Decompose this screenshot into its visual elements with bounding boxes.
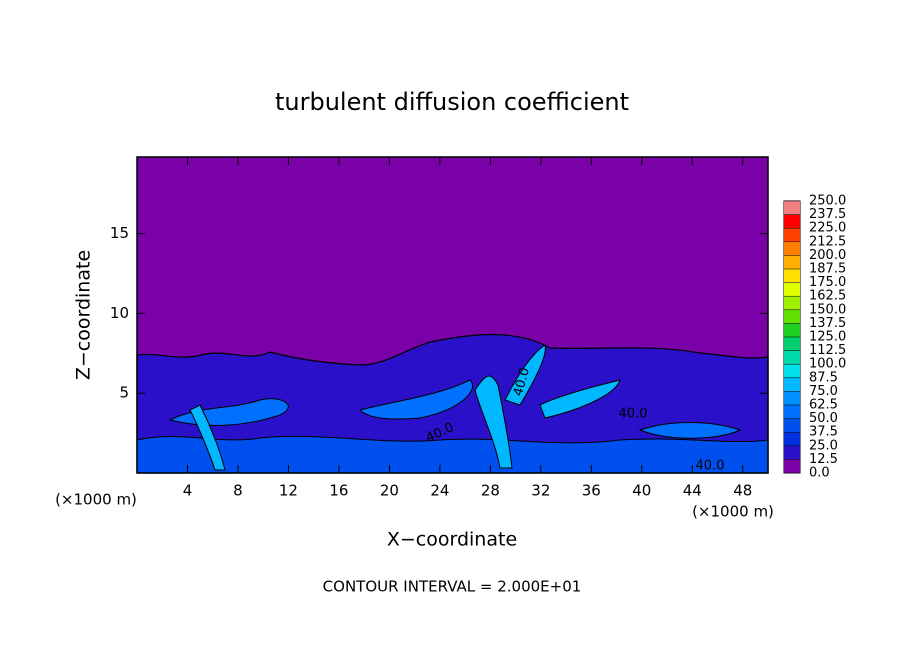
colorbar-label: 137.5	[809, 316, 846, 331]
colorbar-label: 212.5	[809, 234, 846, 249]
y-axis-label: Z−coordinate	[73, 250, 95, 380]
colorbar-band	[784, 418, 800, 433]
colorbar-label: 125.0	[809, 330, 846, 345]
x-tick-label: 20	[380, 482, 399, 500]
colorbar-label: 100.0	[809, 357, 846, 372]
colorbar-band	[784, 214, 800, 229]
colorbar-band	[784, 364, 800, 378]
colorbar-band	[784, 391, 800, 405]
field-region	[136, 435, 769, 474]
field	[136, 157, 769, 474]
colorbar-label: 187.5	[809, 262, 846, 277]
x-unit: (×1000 m)	[692, 503, 774, 521]
field-region	[539, 379, 621, 419]
contour-label: 40.0	[511, 366, 533, 398]
contour-label: 40.0	[696, 459, 725, 474]
field-region	[504, 344, 546, 406]
colorbar-label: 12.5	[809, 452, 838, 467]
x-tick-label: 28	[481, 482, 500, 500]
colorbar-label: 75.0	[809, 384, 838, 399]
x-tick-label: 12	[279, 482, 298, 500]
colorbar-label: 25.0	[809, 438, 838, 453]
colorbar-band	[784, 241, 800, 256]
colorbar-band	[784, 459, 800, 473]
colorbar-label: 0.0	[809, 466, 830, 481]
colorbar-band	[784, 282, 800, 297]
colorbar-label: 237.5	[809, 207, 846, 222]
colorbar-label: 50.0	[809, 411, 838, 426]
colorbar-band	[784, 405, 800, 419]
x-tick-label: 40	[632, 482, 651, 500]
colorbar-band	[784, 432, 800, 446]
x-tick-label: 4	[183, 482, 193, 500]
colorbar-band	[784, 350, 800, 365]
colorbar-band	[784, 337, 800, 351]
colorbar-label: 162.5	[809, 289, 846, 304]
y-tick-label: 10	[110, 304, 129, 322]
x-tick-label: 48	[733, 482, 752, 500]
y-tick-label: 15	[110, 224, 129, 242]
plot-frame	[136, 156, 769, 474]
x-tick-label: 44	[683, 482, 702, 500]
colorbar-label: 62.5	[809, 398, 838, 413]
colorbar-label: 200.0	[809, 248, 846, 263]
colorbar-band	[784, 377, 800, 392]
colorbar-band	[784, 309, 800, 324]
x-axis-label: X−coordinate	[387, 529, 517, 551]
colorbar-band	[784, 255, 800, 269]
colorbar-label: 112.5	[809, 343, 846, 358]
colorbar-label: 250.0	[809, 194, 846, 209]
colorbar-band	[784, 296, 800, 310]
colorbar-label: 87.5	[809, 370, 838, 385]
y-unit: (×1000 m)	[55, 491, 137, 509]
chart-title: turbulent diffusion coefficient	[275, 88, 629, 116]
colorbar-band	[784, 445, 800, 460]
x-tick-label: 24	[430, 482, 449, 500]
colorbar-band	[784, 269, 800, 283]
colorbar-label: 175.0	[809, 275, 846, 290]
y-tick-label: 5	[119, 384, 129, 402]
colorbar-band	[784, 228, 800, 242]
field-region	[638, 422, 742, 439]
colorbar-label: 150.0	[809, 302, 846, 317]
colorbar-label: 225.0	[809, 221, 846, 236]
x-tick-label: 16	[329, 482, 348, 500]
field-region	[474, 375, 513, 469]
colorbar-band	[784, 323, 800, 337]
field-region	[189, 404, 226, 471]
x-tick-label: 32	[531, 482, 550, 500]
colorbar-band	[784, 201, 800, 215]
contour-note: CONTOUR INTERVAL = 2.000E+01	[323, 578, 582, 596]
x-tick-label: 36	[582, 482, 601, 500]
field-region	[359, 379, 473, 420]
colorbar-label: 37.5	[809, 425, 838, 440]
x-tick-label: 8	[233, 482, 243, 500]
contour-label: 40.0	[619, 407, 648, 422]
